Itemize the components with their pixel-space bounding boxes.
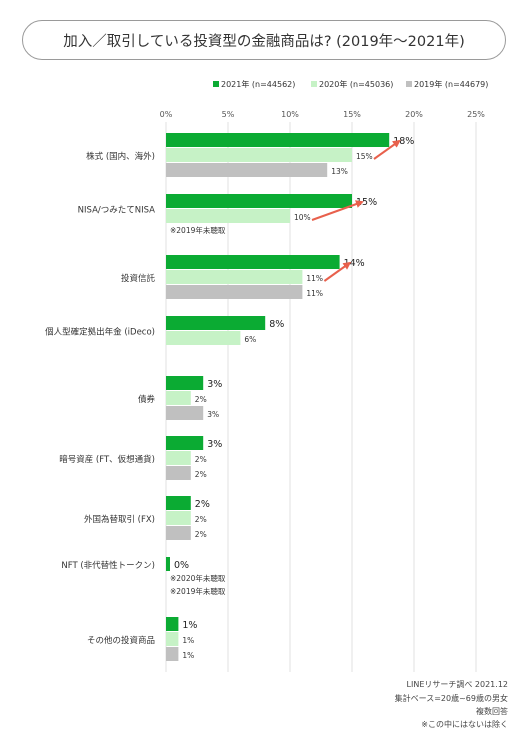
bar <box>166 209 290 223</box>
source-note: LINEリサーチ調べ 2021.12 <box>406 680 508 689</box>
data-label: 2% <box>195 499 210 510</box>
category-label: 暗号資産 (FT、仮想通貨) <box>59 454 155 465</box>
growth-arrow <box>311 200 364 221</box>
category-label: 外国為替取引 (FX) <box>84 514 155 525</box>
data-label: 2% <box>195 455 207 464</box>
category-label: NISA/つみたてNISA <box>78 206 156 216</box>
data-label: 1% <box>182 636 194 645</box>
legend-swatch <box>406 81 412 87</box>
x-tick-label: 0% <box>160 110 173 119</box>
data-label: 3% <box>207 379 222 390</box>
data-label: 10% <box>294 213 311 222</box>
data-label: 14% <box>344 258 365 269</box>
category-label: NFT (非代替性トークン) <box>61 560 155 571</box>
answer-type-note: 複数回答 <box>476 707 508 716</box>
data-label: 3% <box>207 410 219 419</box>
data-label: 11% <box>306 274 323 283</box>
data-label: 18% <box>393 136 414 147</box>
data-label: 3% <box>207 439 222 450</box>
category-label: その他の投資商品 <box>87 635 155 646</box>
bar <box>166 255 340 269</box>
data-label: 15% <box>356 152 373 161</box>
x-tick-label: 15% <box>343 110 361 119</box>
data-label: 13% <box>331 167 348 176</box>
data-label: 2% <box>195 470 207 479</box>
bar <box>166 511 191 525</box>
bar <box>166 617 179 631</box>
unsurveyed-note: ※2020年未聴取 <box>170 573 226 583</box>
exclusion-note: ※この中にはないは除く <box>421 720 508 729</box>
x-tick-label: 5% <box>222 110 235 119</box>
bar <box>166 316 266 330</box>
data-label: 2% <box>195 530 207 539</box>
bar <box>166 466 191 480</box>
bar <box>166 133 390 147</box>
growth-arrow <box>323 261 352 282</box>
bar <box>166 632 179 646</box>
bar <box>166 451 191 465</box>
category-label: 個人型確定拠出年金 (iDeco) <box>45 327 155 338</box>
bar <box>166 163 328 177</box>
unsurveyed-note: ※2019年未聴取 <box>170 586 226 596</box>
category-label: 株式 (国内、海外) <box>86 151 155 162</box>
data-label: 15% <box>356 197 377 208</box>
bar <box>166 148 352 162</box>
legend-label: 2020年 (n=45036) <box>319 79 393 89</box>
data-label: 0% <box>174 560 189 571</box>
bar <box>166 285 303 299</box>
bar <box>166 557 170 571</box>
base-note: 集計ベース=20歳~69歳の男女 <box>394 694 508 703</box>
chart-title: 加入／取引している投資型の金融商品は? (2019年〜2021年) <box>22 20 506 60</box>
category-label: 投資信託 <box>121 273 156 284</box>
unsurveyed-note: ※2019年未聴取 <box>170 225 226 235</box>
legend-label: 2019年 (n=44679) <box>414 79 488 89</box>
legend-swatch <box>311 81 317 87</box>
bar <box>166 194 352 208</box>
bar <box>166 496 191 510</box>
data-label: 6% <box>244 335 256 344</box>
bar <box>166 647 179 661</box>
data-label: 11% <box>306 289 323 298</box>
x-tick-label: 20% <box>405 110 423 119</box>
data-label: 1% <box>182 620 197 631</box>
legend-swatch <box>213 81 219 87</box>
bar <box>166 376 204 390</box>
category-label: 債券 <box>138 394 156 405</box>
bar <box>166 331 241 345</box>
bar <box>166 391 191 405</box>
x-tick-label: 25% <box>467 110 485 119</box>
legend-label: 2021年 (n=44562) <box>221 79 295 89</box>
bar <box>166 436 204 450</box>
data-label: 1% <box>182 651 194 660</box>
data-label: 2% <box>195 395 207 404</box>
bar <box>166 526 191 540</box>
bar <box>166 406 204 420</box>
data-label: 2% <box>195 515 207 524</box>
data-label: 8% <box>269 319 284 330</box>
x-tick-label: 10% <box>281 110 299 119</box>
bar <box>166 270 303 284</box>
growth-arrow <box>373 139 401 160</box>
